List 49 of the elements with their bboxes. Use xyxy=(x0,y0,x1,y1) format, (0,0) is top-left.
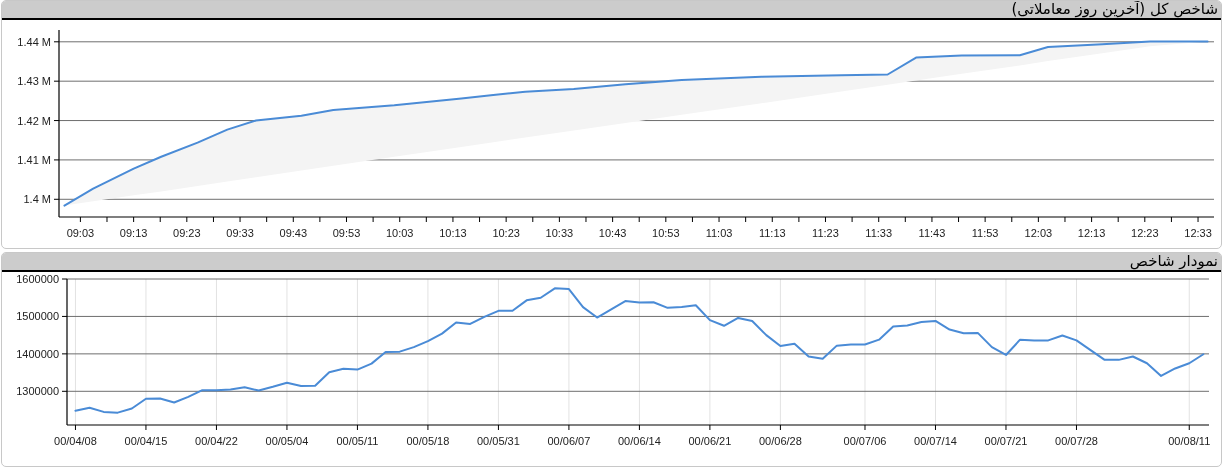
x-tick-label: 00/05/11 xyxy=(336,435,379,447)
x-tick-label: 11:33 xyxy=(865,227,893,239)
x-tick-label: 10:03 xyxy=(385,227,414,239)
y-tick-label: 1.41 M xyxy=(17,153,51,166)
x-tick-label: 09:03 xyxy=(66,227,95,239)
x-tick-label: 10:23 xyxy=(492,227,520,239)
x-tick-label: 00/06/28 xyxy=(758,435,802,447)
x-tick-label: 00/04/22 xyxy=(195,435,238,447)
x-tick-label: 00/04/15 xyxy=(124,435,168,447)
x-tick-label: 11:23 xyxy=(812,227,839,239)
y-tick-label: 1.43 M xyxy=(17,75,51,88)
y-tick-label: 1600000 xyxy=(16,273,59,285)
x-tick-label: 11:03 xyxy=(705,227,733,239)
x-tick-label: 00/05/31 xyxy=(477,435,520,447)
x-tick-label: 00/07/06 xyxy=(843,435,887,447)
x-tick-label: 00/07/14 xyxy=(914,435,957,447)
x-tick-label: 00/07/21 xyxy=(984,435,1028,447)
x-tick-label: 11:13 xyxy=(758,227,786,239)
y-tick-label: 1.44 M xyxy=(17,35,51,48)
x-tick-label: 09:23 xyxy=(173,227,201,239)
x-tick-label: 00/05/18 xyxy=(406,435,450,447)
y-tick-label: 1.42 M xyxy=(17,114,51,127)
x-tick-label: 11:43 xyxy=(918,227,946,239)
x-tick-label: 12:13 xyxy=(1077,227,1106,239)
x-tick-label: 00/04/08 xyxy=(54,435,97,447)
x-tick-label: 09:33 xyxy=(226,227,254,239)
x-tick-label: 11:53 xyxy=(971,227,999,239)
x-tick-label: 10:53 xyxy=(652,227,680,239)
x-tick-label: 10:43 xyxy=(598,227,627,239)
x-tick-label: 12:23 xyxy=(1131,227,1159,239)
x-tick-label: 09:13 xyxy=(119,227,148,239)
x-tick-label: 00/06/07 xyxy=(547,435,591,447)
y-tick-label: 1500000 xyxy=(16,310,59,323)
x-tick-label: 09:53 xyxy=(332,227,361,239)
x-tick-label: 12:03 xyxy=(1024,227,1053,239)
x-tick-label: 10:33 xyxy=(545,227,574,239)
x-tick-label: 00/05/04 xyxy=(265,435,309,447)
x-tick-label: 00/06/21 xyxy=(688,435,732,447)
line-series xyxy=(74,287,1205,414)
x-tick-label: 00/08/11 xyxy=(1168,435,1211,447)
x-tick-label: 00/06/14 xyxy=(618,435,661,447)
x-tick-label: 12:33 xyxy=(1184,227,1212,239)
y-tick-label: 1.4 M xyxy=(23,193,51,206)
x-tick-label: 00/07/28 xyxy=(1055,435,1098,447)
y-tick-label: 1400000 xyxy=(16,347,59,360)
x-tick-label: 10:13 xyxy=(439,227,467,239)
chart-title: نمودار شاخص xyxy=(1129,252,1218,270)
x-tick-label: 09:43 xyxy=(279,227,308,239)
y-tick-label: 1300000 xyxy=(16,385,59,398)
